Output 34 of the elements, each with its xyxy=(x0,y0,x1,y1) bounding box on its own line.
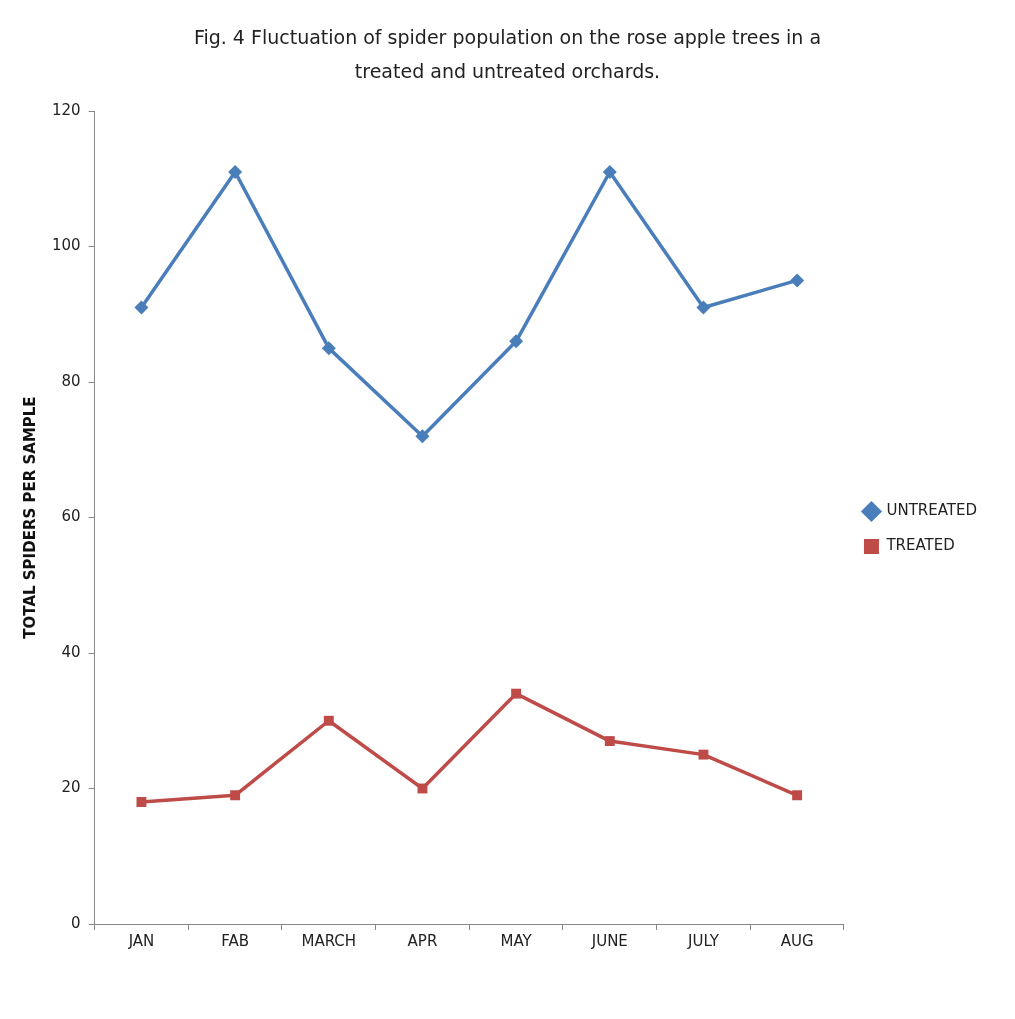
y-tick-label: 100 xyxy=(51,236,81,255)
x-tick-label: MARCH xyxy=(301,931,357,950)
y-tick-label: 60 xyxy=(61,507,81,526)
x-tick-label: JAN xyxy=(127,931,155,950)
legend-label: TREATED xyxy=(885,536,955,555)
point xyxy=(321,341,336,356)
point xyxy=(602,164,617,179)
point xyxy=(230,790,241,801)
y-tick-label: 0 xyxy=(71,913,81,932)
point xyxy=(415,429,430,444)
point xyxy=(134,300,149,315)
y-tick-label: 120 xyxy=(51,100,81,119)
x-tick-label: MAY xyxy=(500,931,533,950)
point xyxy=(509,334,524,349)
y-axis-title: TOTAL SPIDERS PER SAMPLE xyxy=(20,396,39,639)
x-tick-label: FAB xyxy=(221,931,250,950)
x-tick-label: JUNE xyxy=(590,931,628,950)
point xyxy=(604,736,615,747)
y-tick-label: 80 xyxy=(61,371,81,390)
point xyxy=(696,300,711,315)
point xyxy=(790,273,805,288)
y-tick-label: 20 xyxy=(61,778,81,797)
x-tick-label: APR xyxy=(407,931,438,950)
point xyxy=(228,164,243,179)
point xyxy=(511,688,522,699)
y-tick-label: 40 xyxy=(61,642,81,661)
legend-label: UNTREATED xyxy=(886,501,978,520)
x-tick-label: JULY xyxy=(686,931,720,950)
point xyxy=(136,797,147,807)
point xyxy=(698,749,709,760)
chart-title: Fig. 4 Fluctuation of spider population on the rose apple trees in a treated and untreated orchards. xyxy=(192,25,823,84)
point xyxy=(323,715,334,726)
x-tick-label: AUG xyxy=(780,931,814,950)
point xyxy=(792,790,803,801)
